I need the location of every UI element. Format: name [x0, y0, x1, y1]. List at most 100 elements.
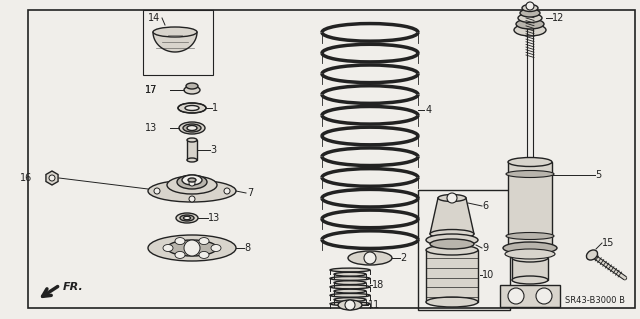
Text: 9: 9	[482, 243, 488, 253]
Text: 1: 1	[212, 103, 218, 113]
Bar	[426, 250, 478, 302]
Ellipse shape	[512, 254, 548, 262]
Ellipse shape	[438, 195, 466, 202]
Ellipse shape	[183, 124, 201, 132]
Ellipse shape	[330, 277, 370, 280]
Ellipse shape	[518, 13, 542, 23]
Ellipse shape	[506, 233, 554, 240]
Text: 16: 16	[20, 173, 32, 183]
Ellipse shape	[334, 298, 366, 301]
Ellipse shape	[175, 251, 185, 258]
Ellipse shape	[188, 178, 196, 182]
Ellipse shape	[184, 216, 191, 220]
Ellipse shape	[185, 106, 199, 110]
Ellipse shape	[520, 9, 540, 17]
Ellipse shape	[178, 103, 206, 113]
Text: 3: 3	[210, 145, 216, 155]
Text: FR.: FR.	[63, 282, 84, 292]
Text: 6: 6	[482, 201, 488, 211]
Circle shape	[508, 288, 524, 304]
Ellipse shape	[522, 4, 538, 11]
Ellipse shape	[334, 281, 366, 285]
Polygon shape	[153, 32, 197, 52]
Circle shape	[345, 300, 355, 310]
Ellipse shape	[167, 176, 217, 194]
Ellipse shape	[179, 122, 205, 134]
Ellipse shape	[586, 250, 598, 260]
Ellipse shape	[199, 238, 209, 245]
Ellipse shape	[176, 213, 198, 223]
Ellipse shape	[184, 86, 200, 94]
Ellipse shape	[187, 125, 197, 130]
Ellipse shape	[430, 239, 474, 249]
Ellipse shape	[426, 234, 478, 246]
Circle shape	[49, 175, 55, 181]
Text: 4: 4	[426, 105, 432, 115]
Ellipse shape	[505, 249, 555, 259]
Ellipse shape	[426, 245, 478, 255]
Ellipse shape	[430, 229, 474, 239]
Text: 18: 18	[372, 280, 384, 290]
Ellipse shape	[506, 170, 554, 177]
Circle shape	[447, 193, 457, 203]
Text: 14: 14	[148, 13, 160, 23]
Circle shape	[154, 188, 160, 194]
Text: SR43-B3000 B: SR43-B3000 B	[565, 296, 625, 305]
Bar	[512, 258, 548, 280]
Ellipse shape	[330, 302, 370, 306]
Ellipse shape	[503, 242, 557, 254]
Ellipse shape	[330, 268, 370, 272]
Text: 13: 13	[145, 123, 157, 133]
Ellipse shape	[426, 297, 478, 307]
Ellipse shape	[153, 27, 197, 37]
Ellipse shape	[180, 215, 194, 221]
Polygon shape	[46, 171, 58, 185]
Text: 15: 15	[602, 238, 614, 248]
Ellipse shape	[167, 240, 217, 256]
Ellipse shape	[514, 24, 546, 36]
Ellipse shape	[199, 251, 209, 258]
Ellipse shape	[182, 175, 202, 185]
Ellipse shape	[163, 244, 173, 251]
Text: 12: 12	[552, 13, 564, 23]
Ellipse shape	[187, 158, 197, 162]
Text: 17: 17	[145, 85, 157, 95]
Bar	[143, 10, 213, 75]
Ellipse shape	[348, 251, 392, 265]
Circle shape	[536, 288, 552, 304]
Ellipse shape	[187, 138, 197, 142]
Text: 5: 5	[595, 170, 601, 180]
Ellipse shape	[186, 83, 198, 89]
Ellipse shape	[177, 175, 207, 189]
Ellipse shape	[508, 158, 552, 167]
Text: 2: 2	[400, 253, 406, 263]
Bar	[508, 162, 552, 248]
Bar	[418, 190, 510, 310]
Ellipse shape	[338, 300, 362, 310]
Bar	[187, 140, 197, 160]
Text: 13: 13	[208, 213, 220, 223]
Text: 17: 17	[145, 85, 157, 95]
Ellipse shape	[334, 272, 366, 276]
Ellipse shape	[516, 19, 544, 29]
Circle shape	[526, 2, 534, 10]
Ellipse shape	[175, 238, 185, 245]
Circle shape	[364, 252, 376, 264]
Text: 7: 7	[247, 188, 253, 198]
Ellipse shape	[334, 289, 366, 293]
Circle shape	[189, 180, 195, 186]
Ellipse shape	[148, 235, 236, 261]
Text: 11: 11	[368, 300, 380, 310]
Ellipse shape	[508, 243, 552, 253]
Ellipse shape	[512, 276, 548, 284]
Circle shape	[224, 188, 230, 194]
Circle shape	[189, 196, 195, 202]
Ellipse shape	[211, 244, 221, 251]
Ellipse shape	[330, 285, 370, 289]
Polygon shape	[430, 198, 474, 234]
Text: 8: 8	[244, 243, 250, 253]
Ellipse shape	[148, 180, 236, 202]
Bar	[500, 285, 560, 307]
Ellipse shape	[330, 293, 370, 297]
Text: 10: 10	[482, 270, 494, 280]
